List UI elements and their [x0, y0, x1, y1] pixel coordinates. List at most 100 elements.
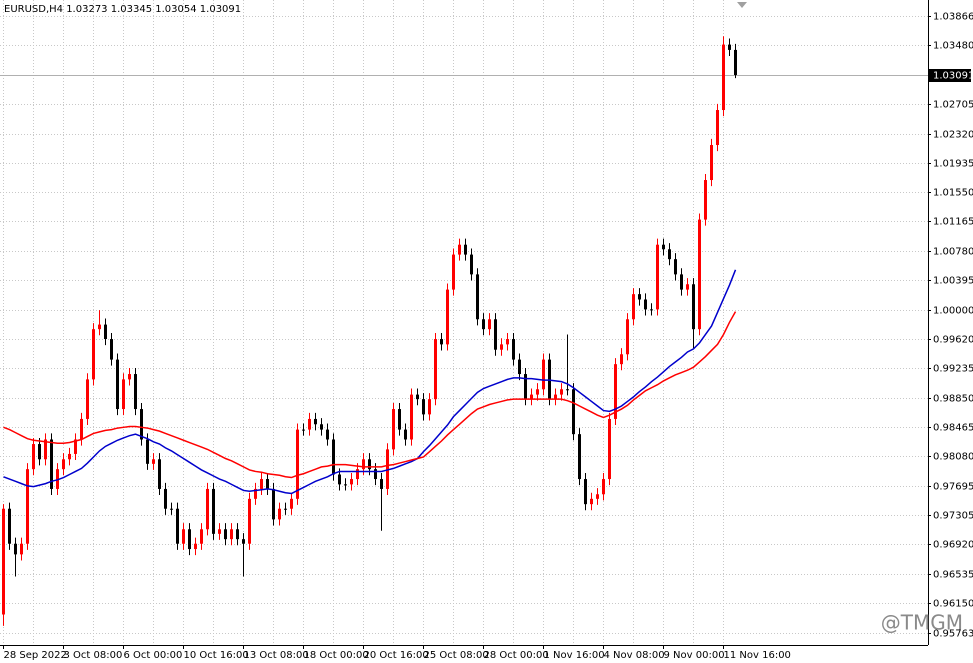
candle-body — [2, 508, 5, 615]
candle-body — [26, 469, 29, 544]
candle-body — [68, 453, 71, 460]
y-tick-label: 1.00395 — [933, 276, 973, 287]
candle-body — [188, 529, 191, 550]
candle-body — [92, 329, 95, 380]
candle-body — [578, 434, 581, 480]
candle-body — [170, 508, 173, 510]
y-tick-label: 1.01935 — [933, 159, 973, 170]
candle-body — [152, 459, 155, 464]
candle-body — [536, 389, 539, 395]
candle-body — [200, 529, 203, 544]
candle-body — [248, 498, 251, 544]
candle-body — [494, 319, 497, 350]
shift-marker — [737, 2, 747, 8]
candle-body — [698, 219, 701, 330]
candle-body — [338, 474, 341, 485]
y-tick-label: 0.98850 — [933, 394, 973, 405]
candle-body — [668, 249, 671, 260]
candle-body — [374, 469, 377, 480]
candle-body — [344, 484, 347, 486]
x-tick-label: 25 Oct 08:00 — [424, 650, 489, 661]
candle-body — [482, 319, 485, 330]
axes: 1.03866 1.03480 1.02705 1.02320 1.01935 1.015… — [3, 12, 973, 661]
candle-body — [224, 529, 227, 540]
candle-body — [620, 354, 623, 365]
current-price-box — [929, 69, 971, 82]
x-tick-label: 20 Oct 16:00 — [364, 650, 429, 661]
candle-body — [392, 409, 395, 450]
y-tick-label: 0.96920 — [933, 540, 973, 551]
candle-body — [728, 44, 731, 50]
candle-body — [314, 418, 317, 425]
candle-body — [506, 339, 509, 345]
candle-body — [302, 429, 305, 431]
candle-body — [146, 439, 149, 464]
candle-body — [464, 244, 467, 255]
candle-body — [734, 49, 737, 76]
candle-body — [296, 429, 299, 499]
candle-body — [422, 399, 425, 415]
candle-body — [662, 244, 665, 250]
x-tick-label: 9 Nov 00:00 — [664, 650, 725, 661]
candle-body — [182, 529, 185, 544]
candle-body — [512, 339, 515, 360]
candle-body — [158, 459, 161, 489]
candle-body — [260, 479, 263, 489]
candle-body — [686, 284, 689, 290]
y-tick-label: 1.03480 — [933, 41, 973, 52]
y-tick-label: 0.98465 — [933, 423, 973, 434]
candle-body — [722, 44, 725, 111]
candle-body — [194, 543, 197, 550]
x-tick-label: 1 Nov 16:00 — [544, 650, 605, 661]
candle-body — [656, 244, 659, 310]
candle-body — [50, 439, 53, 489]
candle-body — [128, 374, 131, 380]
candle-body — [164, 488, 167, 509]
chart-title: EURUSD,H4 1.03273 1.03345 1.03054 1.0309… — [4, 4, 241, 15]
candle-body — [86, 379, 89, 419]
x-tick-label: 6 Oct 00:00 — [124, 650, 183, 661]
candle-body — [554, 394, 557, 400]
candle-body — [308, 418, 311, 430]
y-tick-label: 1.02705 — [933, 100, 973, 111]
candle-body — [410, 394, 413, 440]
candle-body — [98, 324, 101, 330]
x-tick-label: 18 Oct 00:00 — [304, 650, 369, 661]
candle-body — [596, 494, 599, 499]
y-tick-label: 0.99235 — [933, 364, 973, 375]
candle-body — [608, 418, 611, 480]
candle-body — [650, 309, 653, 311]
plot — [2, 36, 737, 626]
candle-body — [488, 319, 491, 330]
candle-body — [254, 488, 257, 499]
candle-body — [332, 439, 335, 475]
candle-body — [140, 409, 143, 440]
y-tick-label: 0.96150 — [933, 599, 973, 610]
candle-body — [674, 259, 677, 275]
candle-body — [428, 399, 431, 415]
y-tick-label: 0.98080 — [933, 452, 973, 463]
candle-body — [362, 459, 365, 470]
candle-body — [356, 469, 359, 480]
candle-body — [380, 479, 383, 489]
candle-body — [134, 374, 137, 410]
candle-body — [716, 110, 719, 146]
candle-body — [290, 498, 293, 509]
y-tick-label: 0.97305 — [933, 511, 973, 522]
candle-body — [626, 319, 629, 355]
candle-body — [44, 439, 47, 460]
y-tick-label: 1.00000 — [933, 306, 973, 317]
y-tick-label: 1.01550 — [933, 188, 973, 199]
candle-body — [350, 479, 353, 485]
candle-body — [644, 299, 647, 310]
candle-body — [434, 339, 437, 400]
candle-body — [326, 429, 329, 440]
candle-body — [560, 389, 563, 395]
candle-body — [320, 424, 323, 430]
y-tick-label: 1.01165 — [933, 217, 973, 228]
x-tick-label: 10 Oct 16:00 — [184, 650, 249, 661]
candle-body — [704, 180, 707, 220]
